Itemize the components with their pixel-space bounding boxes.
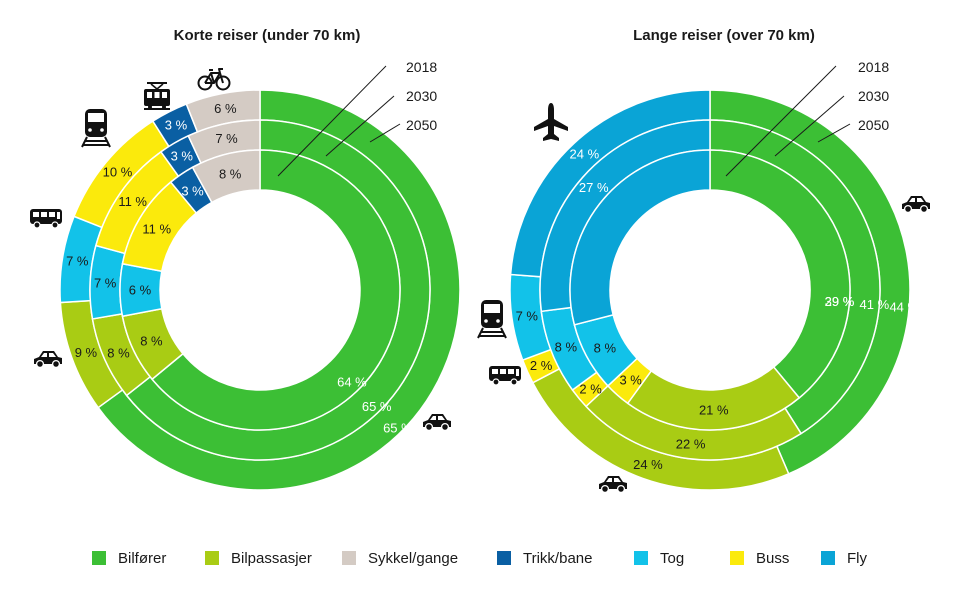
year-callouts-long: 2018 2030 2050 <box>725 59 889 177</box>
value-label-2050-fly: 29 % <box>825 294 855 309</box>
value-label-2030-bilforer: 65 % <box>362 399 392 414</box>
value-label-2050-sykkel-gange: 8 % <box>219 166 242 181</box>
legend-swatch <box>205 551 219 565</box>
legend-swatch <box>821 551 835 565</box>
year-label-2050: 2050 <box>858 117 889 133</box>
value-label-2018-trikk-bane: 3 % <box>165 118 188 133</box>
train-icon <box>81 108 111 148</box>
value-label-2030-tog: 7 % <box>94 275 117 290</box>
legend-item-trikk-bane: Trikk/bane <box>497 546 592 570</box>
year-leader-2030 <box>325 95 395 157</box>
value-label-2030-trikk-bane: 3 % <box>171 149 194 164</box>
legend-item-tog: Tog <box>634 546 684 570</box>
value-label-2050-bilpassasjer: 21 % <box>699 402 729 417</box>
value-label-2018-fly: 24 % <box>570 147 600 162</box>
value-label-2050-bilforer: 64 % <box>337 374 367 389</box>
year-label-2018: 2018 <box>858 59 889 75</box>
value-label-2030-sykkel-gange: 7 % <box>215 131 238 146</box>
bus-icon <box>488 365 522 386</box>
value-label-2018-tog: 7 % <box>516 308 539 323</box>
year-leader-2050 <box>277 65 387 177</box>
value-label-2050-bilpassasjer: 8 % <box>140 334 163 349</box>
year-leader-2050 <box>725 65 837 177</box>
legend-item-bilforer: Bilfører <box>92 546 166 570</box>
ring-2050-segment-bilforer <box>709 149 851 399</box>
year-leader-2030 <box>774 95 845 157</box>
value-label-2050-trikk-bane: 3 % <box>181 183 204 198</box>
year-label-2018: 2018 <box>406 59 437 75</box>
bus-icon <box>29 208 63 229</box>
legend: Bilfører Bilpassasjer Sykkel/gange Trikk… <box>0 546 958 570</box>
year-label-2030: 2030 <box>406 88 437 104</box>
legend-label: Buss <box>756 549 790 567</box>
value-label-2018-bilforer: 65 % <box>383 420 413 435</box>
year-label-2050: 2050 <box>406 117 437 133</box>
donut-short-trips: 65 % 9 % 7 % 10 % 3 % 6 % 65 % 8 % 7 % 11 % 3 % 7 %… <box>59 89 461 491</box>
value-label-2018-tog: 7 % <box>66 254 89 269</box>
year-label-2030: 2030 <box>858 88 889 104</box>
car-icon <box>33 350 63 369</box>
legend-label: Trikk/bane <box>523 549 593 567</box>
legend-swatch <box>730 551 744 565</box>
year-callouts-short: 2018 2030 2050 <box>277 59 437 177</box>
value-label-2050-bilforer: 39 % <box>825 294 855 309</box>
legend-item-bilpassasjer: Bilpassasjer <box>205 546 312 570</box>
value-label-2018-buss: 2 % <box>530 358 553 373</box>
car-icon <box>598 475 628 494</box>
train-icon <box>477 299 507 339</box>
legend-label: Bilpassasjer <box>231 549 312 567</box>
value-label-2050-tog: 6 % <box>129 283 152 298</box>
value-label-2030-bilpassasjer: 8 % <box>107 346 130 361</box>
airplane-icon <box>534 103 568 141</box>
value-label-2018-buss: 10 % <box>103 165 133 180</box>
year-leader-2018 <box>369 123 401 143</box>
value-label-2030-buss: 2 % <box>579 381 602 396</box>
legend-label: Fly <box>847 549 867 567</box>
bicycle-icon <box>197 68 231 91</box>
value-label-2030-bilforer: 41 % <box>860 297 890 312</box>
car-icon <box>901 195 931 214</box>
legend-label: Tog <box>660 549 685 567</box>
legend-item-buss: Buss <box>730 546 789 570</box>
value-label-2018-bilpassasjer: 24 % <box>633 457 663 472</box>
chart-title-short: Korte reiser (under 70 km) <box>174 27 361 44</box>
ring-2050-segment-sykkel-gange <box>191 149 261 204</box>
legend-swatch <box>342 551 356 565</box>
value-label-2050-buss: 11 % <box>142 221 171 236</box>
legend-label: Bilfører <box>118 549 167 567</box>
value-label-2018-sykkel-gange: 6 % <box>214 101 237 116</box>
donut-long-trips: 44 %24 %2 %7 %24 %41 %22 %2 %8 %27 %39 %… <box>509 89 920 491</box>
legend-label: Sykkel/gange <box>368 549 459 567</box>
value-label-2018-bilpassasjer: 9 % <box>75 345 98 360</box>
car-icon <box>422 413 452 432</box>
year-leader-2018 <box>817 123 851 143</box>
value-label-2030-buss: 11 % <box>118 194 147 209</box>
legend-swatch <box>497 551 511 565</box>
ring-2050-segment-bilforer <box>151 149 401 431</box>
value-label-2030-tog: 8 % <box>555 340 578 355</box>
legend-swatch <box>634 551 648 565</box>
value-label-2030-fly: 27 % <box>579 180 609 195</box>
value-label-2050-tog: 8 % <box>594 340 617 355</box>
legend-item-sykkel-gange: Sykkel/gange <box>342 546 458 570</box>
legend-item-fly: Fly <box>821 546 867 570</box>
value-label-2050-buss: 3 % <box>619 373 642 388</box>
legend-swatch <box>92 551 106 565</box>
value-label-2030-bilpassasjer: 22 % <box>676 436 706 451</box>
chart-title-long: Lange reiser (over 70 km) <box>633 27 815 44</box>
value-label-2018-bilforer: 44 % <box>889 299 919 314</box>
tram-icon <box>143 81 171 110</box>
ring-2050-segment-fly <box>569 149 711 326</box>
